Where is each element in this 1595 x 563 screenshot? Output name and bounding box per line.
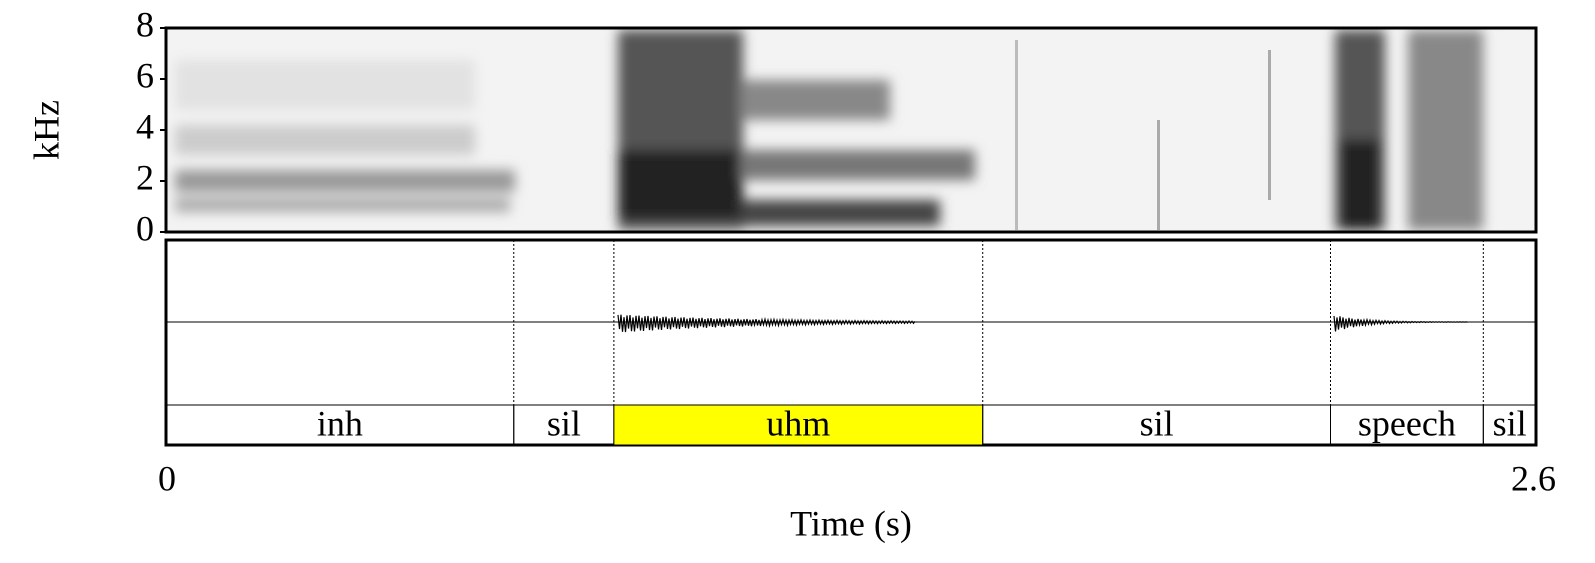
x-tick-label: 0 — [158, 458, 176, 498]
y-tick-label: 8 — [136, 4, 154, 44]
interval-label: speech — [1358, 403, 1456, 443]
interval — [1482, 404, 1537, 446]
y-tick-label: 2 — [136, 157, 154, 197]
x-tick-label: 2.6 — [1511, 458, 1556, 498]
interval — [613, 404, 984, 446]
y-tick-label: 4 — [136, 106, 154, 146]
interval-label: sil — [547, 403, 581, 443]
interval-label: uhm — [766, 403, 830, 443]
chart-layer: 0 2 4 6 8 0 2.6 inh sil uhm sil speech sil — [136, 4, 1556, 498]
waveform — [617, 314, 1468, 333]
x-axis-label: Time (s) — [790, 503, 912, 543]
y-tick-label: 6 — [136, 55, 154, 95]
y-tick-label: 0 — [136, 208, 154, 248]
y-axis-label: kHz — [26, 100, 66, 160]
interval-label: inh — [317, 403, 363, 443]
interval-label: sil — [1493, 403, 1527, 443]
spectrogram-image — [166, 28, 1536, 232]
interval-label: sil — [1140, 403, 1174, 443]
